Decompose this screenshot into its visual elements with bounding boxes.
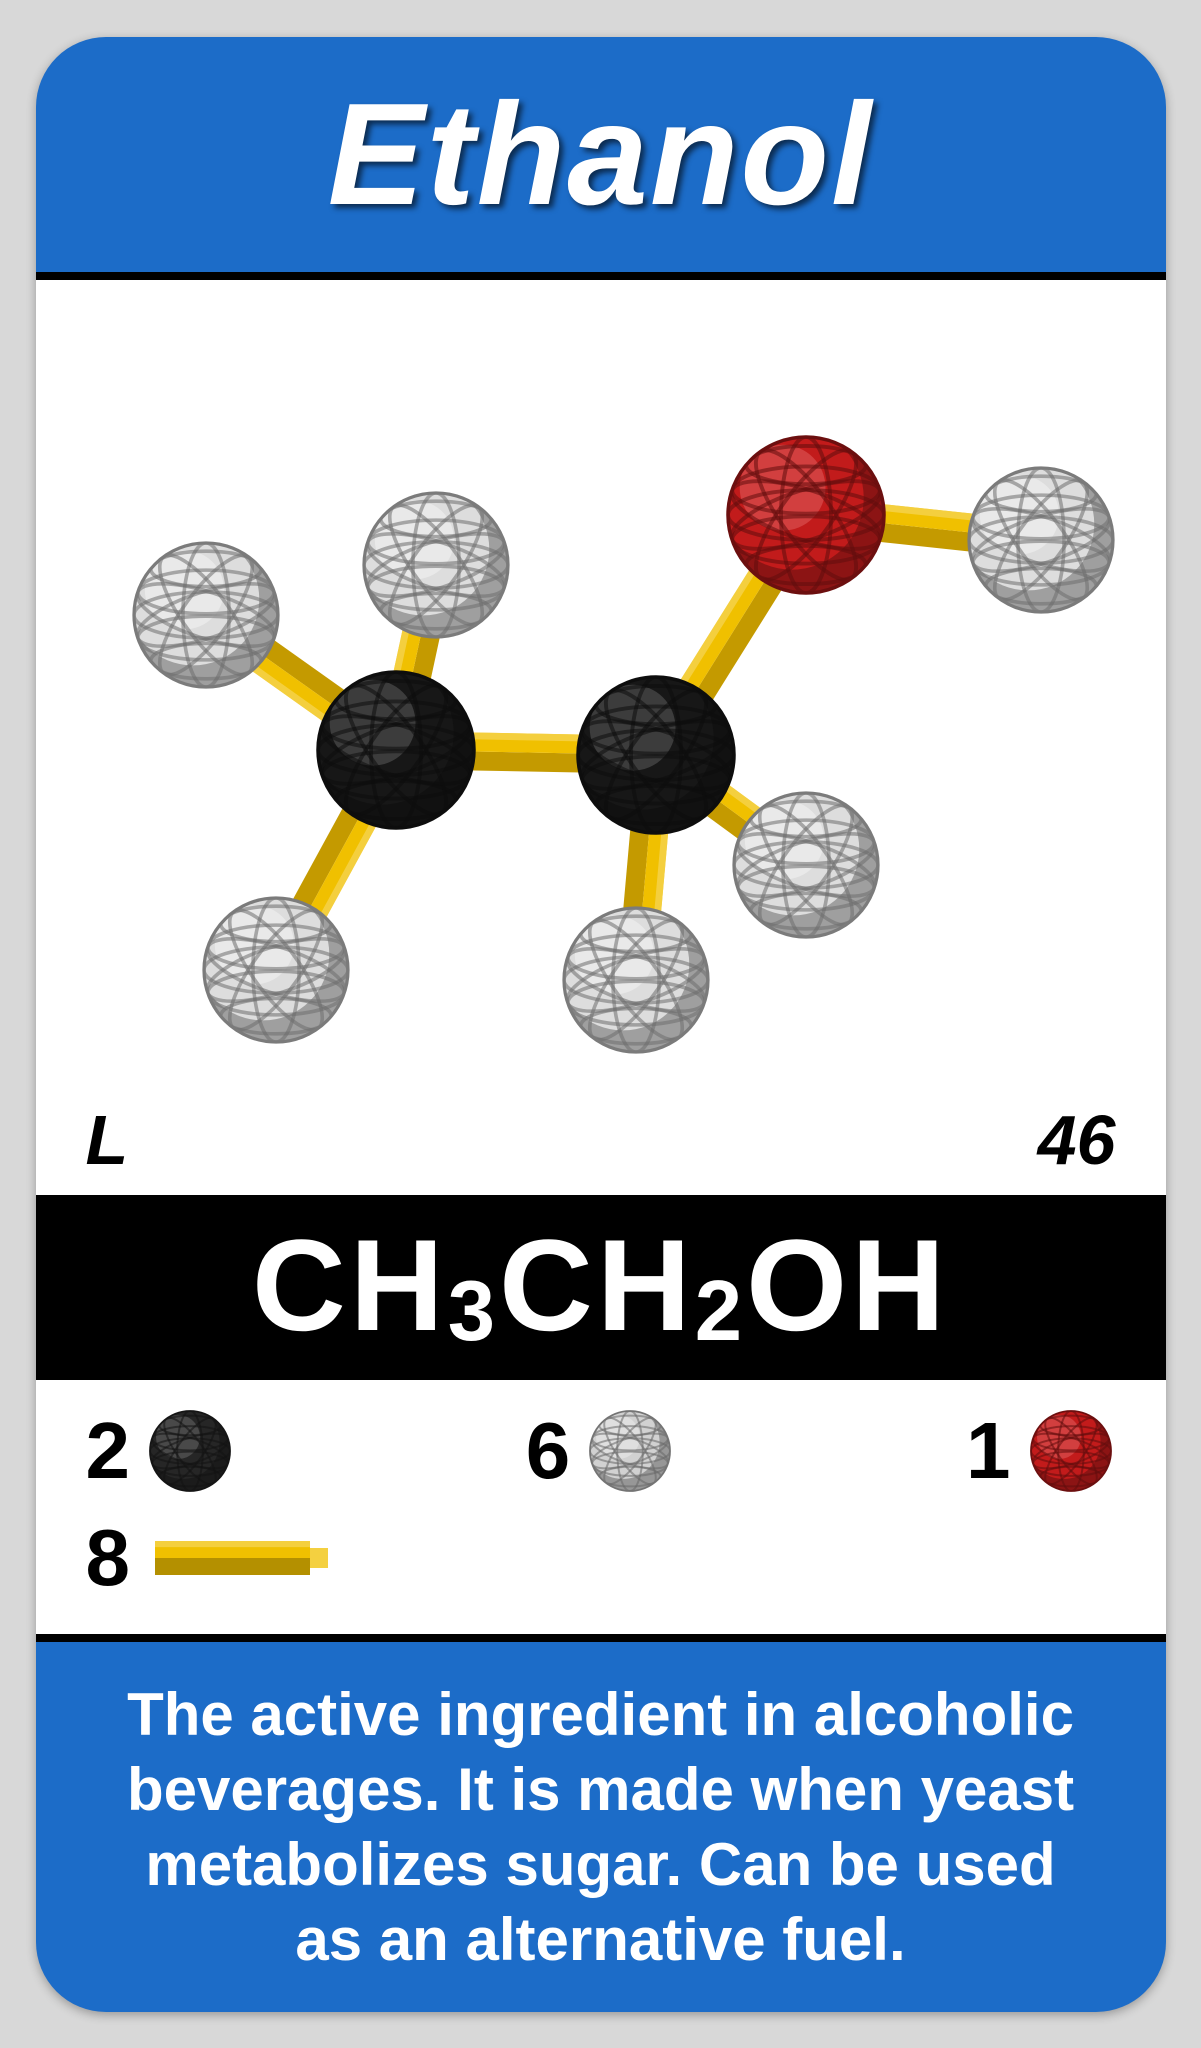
hydrogen-ball-icon: [585, 1406, 675, 1496]
parts-count: 1: [966, 1405, 1011, 1497]
formula-subscript: 3: [448, 1264, 499, 1359]
formula-segment: OH: [746, 1212, 949, 1358]
parts-item: 1: [966, 1405, 1116, 1497]
molecule-card: Ethanol L 46 CH3CH2OH 261 8 The active i…: [36, 37, 1166, 2012]
parts-row-1: 2 6 1: [86, 1405, 1116, 1497]
parts-item: 6: [526, 1405, 676, 1497]
formula-segment: CH: [252, 1212, 448, 1358]
parts-count: 8: [86, 1512, 131, 1604]
molecule-svg: [36, 280, 1166, 1100]
carbon-ball-icon: [145, 1406, 235, 1496]
atom-h: [126, 532, 281, 686]
formula-band: CH3CH2OH: [36, 1195, 1166, 1380]
molar-mass: 46: [1038, 1100, 1116, 1180]
title-band: Ethanol: [36, 37, 1166, 272]
parts-area: 2 6 1 8: [36, 1380, 1166, 1634]
atom-h: [961, 457, 1116, 611]
description-text: The active ingredient in alcoholic bever…: [106, 1677, 1096, 1977]
code-row: L 46: [36, 1100, 1166, 1195]
description-area: The active ingredient in alcoholic bever…: [36, 1642, 1166, 2012]
oxygen-ball-icon: [1026, 1406, 1116, 1496]
parts-item: 2: [86, 1405, 236, 1497]
structure-code: L: [86, 1100, 129, 1180]
parts-row-2: 8: [86, 1512, 1116, 1604]
atom-h: [556, 897, 711, 1051]
parts-count: 2: [86, 1405, 131, 1497]
parts-item: 8: [86, 1512, 336, 1604]
formula-subscript: 2: [695, 1264, 746, 1359]
bond-stick-icon: [145, 1528, 335, 1588]
formula-segment: CH: [499, 1212, 695, 1358]
parts-count: 6: [526, 1405, 571, 1497]
molecule-diagram: [36, 280, 1166, 1100]
atom-o: [720, 426, 888, 593]
mid-block: L 46 CH3CH2OH 261 8: [36, 272, 1166, 1642]
atom-h: [356, 482, 511, 636]
card-title: Ethanol: [328, 71, 874, 238]
